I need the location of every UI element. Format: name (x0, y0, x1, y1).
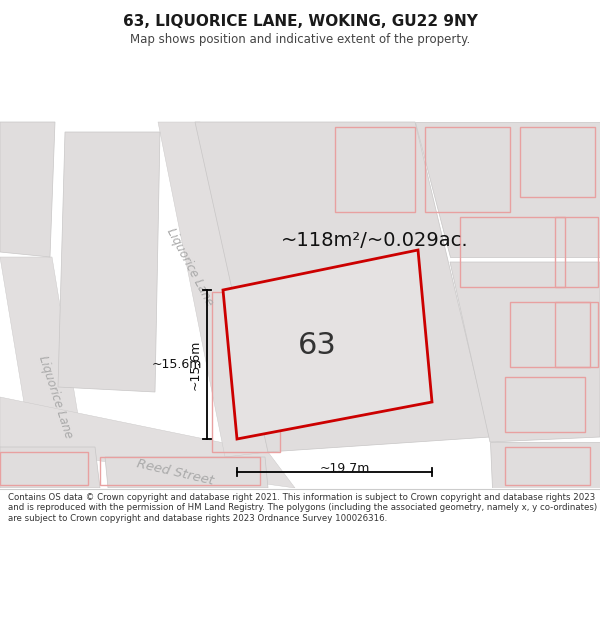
Polygon shape (415, 122, 600, 257)
Text: Reed Street: Reed Street (135, 457, 215, 488)
Text: ~118m²/~0.029ac.: ~118m²/~0.029ac. (281, 231, 469, 250)
Polygon shape (223, 250, 432, 439)
Text: ~19.7m: ~19.7m (319, 462, 370, 475)
Polygon shape (58, 132, 160, 392)
Text: 63, LIQUORICE LANE, WOKING, GU22 9NY: 63, LIQUORICE LANE, WOKING, GU22 9NY (122, 14, 478, 29)
Polygon shape (158, 122, 268, 457)
Polygon shape (490, 442, 600, 488)
Text: ~15.6m: ~15.6m (152, 358, 202, 371)
Text: Map shows position and indicative extent of the property.: Map shows position and indicative extent… (130, 32, 470, 46)
Polygon shape (450, 262, 600, 442)
Text: Liquorice Lane: Liquorice Lane (164, 226, 216, 308)
Polygon shape (105, 457, 268, 488)
Polygon shape (0, 122, 55, 257)
Text: 63: 63 (298, 331, 337, 360)
Text: Liquorice Lane: Liquorice Lane (35, 354, 74, 440)
Polygon shape (195, 122, 490, 452)
Text: ~15.6m: ~15.6m (189, 339, 202, 390)
Text: Contains OS data © Crown copyright and database right 2021. This information is : Contains OS data © Crown copyright and d… (8, 493, 597, 522)
Polygon shape (0, 447, 100, 488)
Polygon shape (0, 257, 90, 488)
Polygon shape (0, 397, 295, 488)
